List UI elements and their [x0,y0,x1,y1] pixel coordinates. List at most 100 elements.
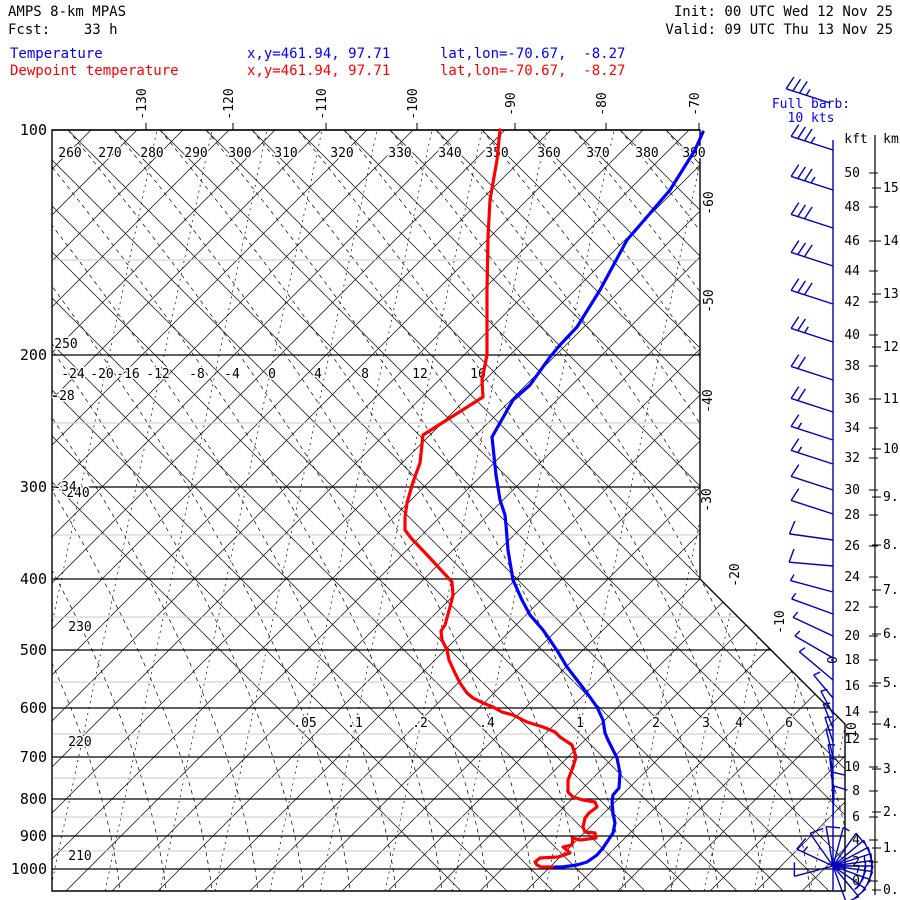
wind-barb-staff [790,251,834,267]
wind-barb-full [833,785,848,791]
wind-barb-full [790,316,800,329]
wind-barb-staff [825,729,834,758]
wind-barb-full [790,438,800,451]
wind-barb-staff [832,785,835,819]
wind-barb-full [797,356,807,369]
isotherm-line [663,130,845,891]
theta-label: 270 [98,146,121,161]
isotherm-200-label: 4 [314,367,322,382]
moist-adiabat-line [52,130,167,891]
moist-adiabat-line [67,130,489,891]
kft-label: 4 [852,833,860,848]
isotherm-right-label: -10 [773,610,788,633]
temperature-legend-label: Temperature [10,46,103,62]
wind-barb-full [788,520,796,535]
wind-barb-staff [832,865,860,898]
isotherm-line [52,130,92,891]
moist-adiabat-line [481,130,845,891]
kft-label: 32 [844,451,860,466]
dry-adiabat-line [52,130,646,891]
mixing-ratio-line [451,130,615,891]
wind-barb-staff [831,771,834,805]
km-label: 12. [883,340,900,355]
wind-barb-full [788,548,795,563]
wind-barb-staff [832,827,845,867]
dry-adiabat-line [52,130,554,891]
isotherm-top-label: -130 [135,88,150,119]
isotherm-right-label: -30 [700,488,715,511]
km-label: 5. [883,676,899,691]
pressure-label: 600 [20,699,47,717]
theta-label: 260 [58,146,81,161]
wind-barb-half [792,611,799,618]
isotherm-right-label: -40 [701,389,716,412]
km-label: 6. [883,627,899,642]
kft-label: 36 [844,392,860,407]
theta-label: 210 [68,849,91,864]
isotherm-line [249,130,845,891]
wind-barb-full [825,825,841,829]
pressure-label: 800 [20,790,47,808]
dry-adiabat-line [67,130,830,891]
major-isobars [52,129,845,870]
wind-barb-staff [832,865,867,890]
isotherm-200-label: -24 [61,367,85,382]
wind-barb-full [797,318,807,331]
wind-barb-full [797,126,807,139]
isotherm-200-label: 8 [361,367,369,382]
isotherm-top-label: -100 [406,88,421,119]
mixing-ratio-line [544,130,708,891]
pressure-label: 700 [20,748,47,766]
kft-label: 30 [844,483,860,498]
isotherm-200-label: -4 [224,367,240,382]
wind-barb-full [790,386,800,399]
moist-adiabat-line [205,130,627,891]
isotherm-right-label: -50 [702,289,717,312]
barb-legend [785,76,831,104]
wind-barb-half [828,743,836,746]
temperature-curve [403,128,599,869]
wind-barb-half [802,846,809,853]
moist-adiabat-line [52,130,305,891]
wind-barb-full [790,202,800,215]
km-label: 11. [883,392,900,407]
wind-barb-half [813,671,821,676]
wind-barb-half [820,688,828,692]
isotherm-line [52,130,690,891]
wind-barb-full [790,414,800,427]
wind-barb-staff [794,635,834,659]
wind-barb-full [855,832,866,845]
wind-barb-staff [790,397,834,413]
isotherm-line [52,130,782,891]
mixing-ratio-line [384,130,548,891]
kft-label: 14 [844,705,860,720]
wind-barb-full [790,240,800,253]
km-label: 14. [883,234,900,249]
wind-barb-half [803,326,809,334]
dry-adiabat-line [435,130,845,891]
kft-label: 0 [852,874,860,889]
isotherm-line [52,130,598,891]
theta-label: 300 [228,146,251,161]
wind-barb-full [790,278,800,291]
dewpoint-curve [490,130,705,869]
wind-barb-staff [832,865,847,900]
dry-adiabat-lines [52,130,845,891]
wind-barb-full [797,388,807,401]
isotherm-top-label: -90 [504,92,519,115]
mixing-ratio-line [52,130,158,891]
temperature-latlon: lat,lon=-70.67, -8.27 [440,46,626,62]
dry-adiabat-line [343,130,845,891]
isotherm-line [52,130,506,891]
wind-barb-staff [832,852,872,867]
mixing-ratio-label: .4 [479,716,495,731]
isotherm-right-label: -20 [728,563,743,586]
wind-barb-staff [822,703,834,729]
mixing-ratio-label: .05 [293,716,316,731]
kft-label: 8 [852,784,860,799]
kft-label: 10 [844,760,860,775]
wind-barb-full [790,464,800,477]
mixing-ratio-line [319,130,483,891]
isotherm-top-label: -110 [315,88,330,119]
wind-barb-half [829,757,837,760]
